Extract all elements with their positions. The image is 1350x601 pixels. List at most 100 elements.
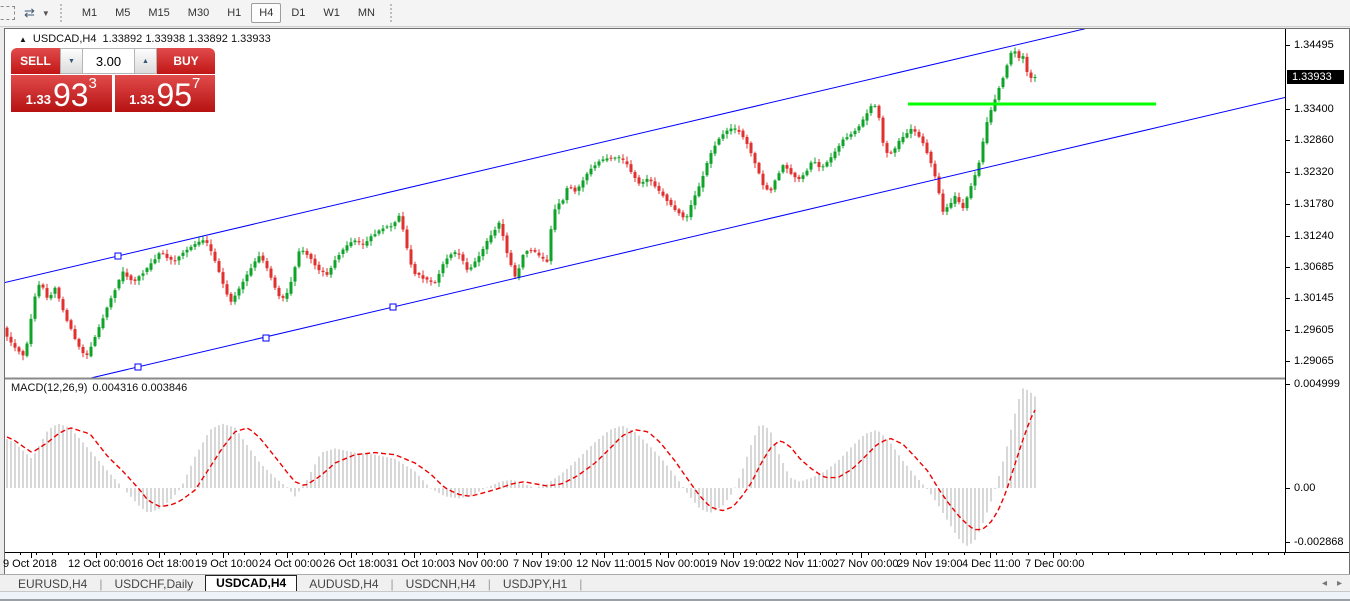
volume-input[interactable] <box>83 48 134 74</box>
candle-body <box>149 263 153 270</box>
candle-body <box>853 130 857 135</box>
candle-body <box>965 197 969 209</box>
date-minor-tick <box>676 553 677 555</box>
candle-body <box>737 129 741 132</box>
candle-body <box>1005 65 1009 78</box>
candle-body <box>649 179 653 182</box>
date-tick-label: 27 Nov 00:00 <box>833 558 899 570</box>
date-minor-tick <box>468 553 469 555</box>
candle-body <box>41 284 45 288</box>
timeframe-button-M1[interactable]: M1 <box>81 7 98 19</box>
timeframe-button-H4[interactable]: H4 <box>251 3 282 23</box>
timeframe-button-M30[interactable]: M30 <box>187 7 210 19</box>
price-tick-label: 1.29065 <box>1294 355 1334 367</box>
candle-body <box>817 162 821 168</box>
buy-price-display[interactable]: 1.33 95 7 <box>114 75 215 112</box>
date-major-tick <box>351 553 352 558</box>
dropdown-caret-icon[interactable]: ▼ <box>41 8 50 18</box>
date-minor-tick <box>980 553 981 555</box>
timeframe-button-D1[interactable]: D1 <box>291 7 306 19</box>
tab-scroll-left-icon[interactable]: ◂ <box>1321 578 1327 589</box>
candle-body <box>81 347 85 354</box>
chart-tab-usdjpyh1[interactable]: USDJPY,H1 <box>502 576 568 591</box>
candle-body <box>605 158 609 161</box>
candle-body <box>121 271 125 282</box>
candle-body <box>385 226 389 228</box>
tab-separator: | <box>579 576 583 591</box>
candle-body <box>1009 52 1013 65</box>
chart-tab-usdcnhh4[interactable]: USDCNH,H4 <box>405 576 476 591</box>
date-minor-tick <box>788 553 789 555</box>
candle-body <box>661 191 665 196</box>
candle-body <box>101 318 105 329</box>
candle-body <box>169 257 173 260</box>
candle-body <box>549 229 553 262</box>
chart-tab-eurusdh4[interactable]: EURUSD,H4 <box>18 576 88 591</box>
date-minor-tick <box>996 553 997 555</box>
timeframe-button-W1[interactable]: W1 <box>323 7 340 19</box>
axis-tick <box>1286 140 1290 141</box>
candle-body <box>201 240 205 243</box>
date-minor-tick <box>660 553 661 555</box>
candle-body <box>429 280 433 282</box>
candle-body <box>321 270 325 273</box>
candle-body <box>493 229 497 236</box>
candle-body <box>777 173 781 181</box>
candle-body <box>221 272 225 284</box>
volume-decrease-button[interactable]: ▼ <box>60 48 83 74</box>
sell-button[interactable]: SELL <box>11 48 60 74</box>
date-minor-tick <box>692 553 693 555</box>
candle-body <box>313 258 317 266</box>
date-axis[interactable]: 9 Oct 2018 12 Oct 00:00 16 Oct 18:00 19 Oct… <box>3 552 1349 574</box>
collapse-arrow-icon[interactable]: ▲ <box>19 34 27 44</box>
timeframe-button-H1[interactable]: H1 <box>227 7 242 19</box>
candle-body <box>821 166 825 168</box>
candle-body <box>265 261 269 269</box>
date-tick-label: 19 Nov 19:00 <box>705 558 771 570</box>
candle-body <box>1033 77 1037 79</box>
candle-body <box>89 346 93 357</box>
candle-body <box>473 261 477 268</box>
timeframe-button-M5[interactable]: M5 <box>115 7 131 19</box>
date-minor-tick <box>548 553 549 555</box>
candle-body <box>945 207 949 212</box>
timeframe-button-M15[interactable]: M15 <box>148 7 170 19</box>
date-minor-tick <box>756 553 757 555</box>
candle-body <box>625 161 629 165</box>
macd-tick-label: 0.004999 <box>1294 378 1340 390</box>
axis-tick <box>1286 204 1290 205</box>
date-minor-tick <box>164 553 165 555</box>
candle-body <box>513 265 517 277</box>
candle-body <box>653 181 657 187</box>
candle-body <box>133 279 137 281</box>
main-toolbar: ⇄ ▼ M1 M5 M15 M30 H1 H4 D1 W1 MN <box>0 0 1350 27</box>
candle-body <box>517 268 521 278</box>
timeframe-button-MN[interactable]: MN <box>357 7 375 19</box>
cycle-arrows-icon[interactable]: ⇄ <box>24 5 35 20</box>
axis-tick <box>1286 236 1290 237</box>
candle-body <box>309 253 313 259</box>
candle-body <box>337 255 341 260</box>
channel-handle <box>134 363 142 371</box>
candle-body <box>717 138 721 145</box>
date-minor-tick <box>372 553 373 555</box>
buy-button[interactable]: BUY <box>157 48 215 74</box>
candle-body <box>877 105 881 118</box>
candle-body <box>233 295 237 302</box>
chart-tab-usdcadh4[interactable]: USDCAD,H4 <box>205 574 298 592</box>
date-minor-tick <box>596 553 597 555</box>
chart-tab-audusdh4[interactable]: AUDUSD,H4 <box>309 576 379 591</box>
price-tick-label: 1.32320 <box>1294 166 1334 178</box>
price-axis[interactable]: 1.33933 1.34495 1.33400 1.32860 1.32320 1.31… <box>1285 29 1349 552</box>
price-tick-label: 1.32860 <box>1294 134 1334 146</box>
chart-tab-usdchfdaily[interactable]: USDCHF,Daily <box>114 576 194 591</box>
candle-body <box>357 241 361 243</box>
price-tick-label: 1.30145 <box>1294 292 1334 304</box>
selection-tool-icon[interactable] <box>0 6 15 20</box>
date-minor-tick <box>388 553 389 555</box>
sell-price-display[interactable]: 1.33 93 3 <box>11 75 112 112</box>
volume-increase-button[interactable]: ▲ <box>134 48 157 74</box>
chart-canvas[interactable] <box>5 29 1285 552</box>
date-minor-tick <box>1044 553 1045 555</box>
tab-scroll-right-icon[interactable]: ▸ <box>1336 578 1342 589</box>
